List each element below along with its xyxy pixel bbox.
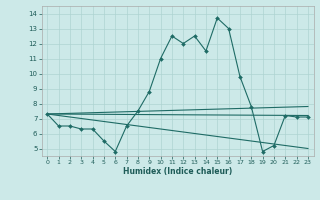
X-axis label: Humidex (Indice chaleur): Humidex (Indice chaleur) (123, 167, 232, 176)
